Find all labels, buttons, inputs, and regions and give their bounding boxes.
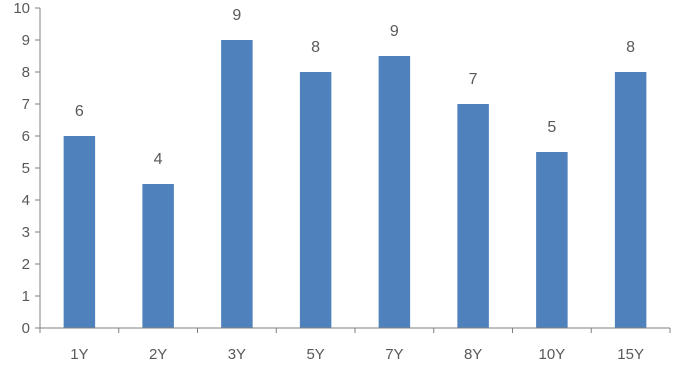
bar-7y [378, 56, 411, 328]
data-label-8y: 7 [469, 71, 478, 88]
bars-group [63, 40, 647, 328]
bar-3y [221, 40, 253, 328]
y-tick-label: 0 [22, 320, 30, 337]
bar-10y [536, 152, 568, 328]
y-tick-label: 10 [13, 0, 30, 17]
data-label-1y: 6 [75, 103, 84, 120]
data-label-7y: 9 [390, 23, 399, 40]
data-label-10y: 5 [547, 119, 556, 136]
data-labels-group: 6 4 9 8 9 7 5 8 [75, 7, 635, 168]
bar-15y [614, 72, 647, 328]
y-tick-label: 4 [22, 192, 30, 209]
data-label-3y: 9 [232, 7, 241, 24]
y-tick-label: 7 [22, 96, 30, 113]
x-tick-label: 3Y [228, 346, 246, 363]
data-label-5y: 8 [311, 39, 320, 56]
y-tick-label: 9 [22, 32, 30, 49]
bar-5y [299, 72, 332, 328]
data-label-2y: 4 [154, 151, 163, 168]
x-tick-label: 2Y [149, 346, 167, 363]
x-tick-label: 5Y [306, 346, 324, 363]
y-tick-label: 8 [22, 64, 30, 81]
x-ticks-group: 1Y 2Y 3Y 5Y 7Y 8Y 10Y 15Y [39, 328, 671, 363]
y-tick-label: 5 [22, 160, 30, 177]
y-tick-label: 2 [22, 256, 30, 273]
bar-2y [142, 184, 174, 328]
y-ticks-group: 0 1 2 3 4 5 6 7 8 9 10 [13, 0, 40, 337]
data-label-15y: 8 [626, 39, 635, 56]
x-tick-label: 8Y [464, 346, 482, 363]
x-tick-label: 1Y [70, 346, 88, 363]
x-tick-label: 7Y [385, 346, 403, 363]
y-tick-label: 1 [22, 288, 30, 305]
y-tick-label: 6 [22, 128, 30, 145]
bar-8y [457, 104, 489, 328]
x-tick-label: 10Y [539, 346, 566, 363]
x-tick-label: 15Y [617, 346, 644, 363]
y-tick-label: 3 [22, 224, 30, 241]
bar-1y [63, 136, 96, 328]
